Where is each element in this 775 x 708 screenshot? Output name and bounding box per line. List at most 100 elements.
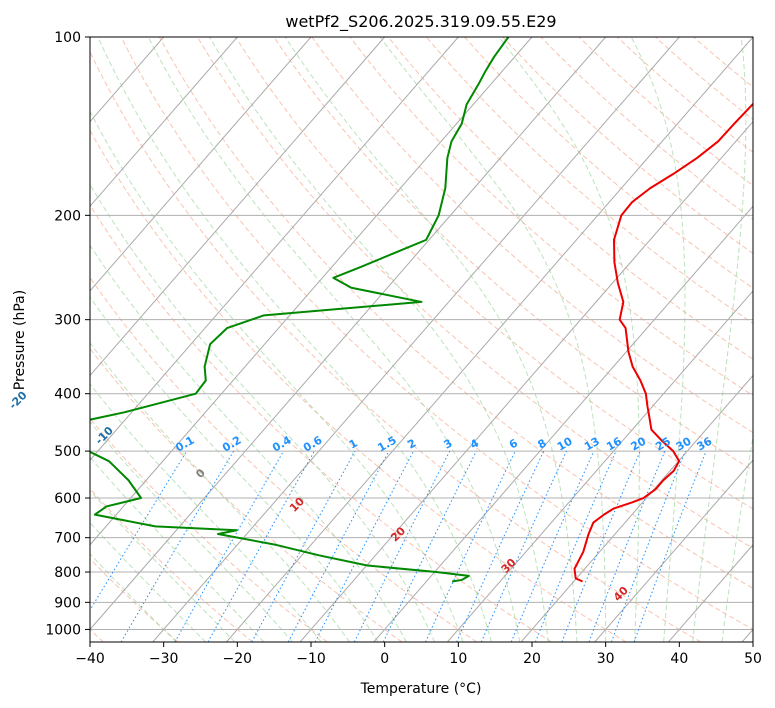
isotherm-line xyxy=(447,290,753,642)
x-tick-label: 30 xyxy=(597,651,615,667)
mixing-ratio-line xyxy=(382,450,477,642)
y-axis-title: Pressure (hPa) xyxy=(12,290,28,390)
mixing-ratio-line xyxy=(90,450,188,612)
line-labels: 0.10.20.40.611.52346810131620253036-100-… xyxy=(6,388,714,604)
mixing-ratio-line xyxy=(633,450,707,642)
dry-adiabat-label: -10 xyxy=(93,424,116,447)
isotherm-line xyxy=(90,37,607,631)
y-tick-label: 100 xyxy=(54,30,81,46)
y-tick-label: 900 xyxy=(54,595,81,611)
mixing-ratio-line xyxy=(534,450,617,642)
isotherm-line xyxy=(594,459,753,642)
temperature-profile-line xyxy=(573,102,753,583)
dry-adiabat-line xyxy=(90,50,702,642)
dry-adiabat-line xyxy=(90,129,627,642)
isotherm-line xyxy=(299,120,753,642)
moist-adiabat-line xyxy=(209,37,549,642)
moist-adiabat-line xyxy=(90,421,293,642)
mixing-ratio-line xyxy=(588,450,666,642)
mixing-ratio-line xyxy=(207,450,315,642)
y-tick-label: 300 xyxy=(54,313,81,329)
dry-adiabat-line xyxy=(158,37,753,589)
isotherm-line xyxy=(226,37,753,642)
dry-adiabat-line xyxy=(90,276,477,642)
dry-adiabat-label: 10 xyxy=(287,494,307,514)
x-tick-label: 40 xyxy=(670,651,688,667)
moist-adiabat-line xyxy=(147,37,521,642)
mixing-ratio-lines xyxy=(90,450,707,642)
dewpoint-profile-line xyxy=(90,37,510,583)
y-tick-label: 1000 xyxy=(45,622,81,638)
y-tick-label: 700 xyxy=(54,531,81,547)
isotherm-line xyxy=(373,205,753,642)
chart-title: wetPf2_S206.2025.319.09.55.E29 xyxy=(285,12,556,32)
moist-adiabat-line xyxy=(90,489,236,642)
mixing-ratio-line xyxy=(510,450,595,642)
moist-adiabat-line xyxy=(90,383,322,642)
dry-adiabat-line xyxy=(349,37,753,397)
dry-adiabat-label: -20 xyxy=(6,388,29,411)
x-tick-label: 50 xyxy=(744,651,762,667)
isotherm-line xyxy=(90,37,238,208)
isotherm-line xyxy=(668,544,753,642)
mixing-ratio-label: 3 xyxy=(441,437,454,452)
moist-adiabat-line xyxy=(90,342,351,642)
moist-adiabat-line xyxy=(630,37,686,642)
plot-frame xyxy=(89,36,754,643)
dry-adiabat-line xyxy=(311,37,753,434)
moist-adiabats xyxy=(90,37,753,642)
moist-adiabat-line xyxy=(379,37,607,642)
x-axis-title: Temperature (°C) xyxy=(360,681,482,697)
moist-adiabat-line xyxy=(284,37,578,642)
dry-adiabat-line xyxy=(235,37,753,510)
dry-adiabat-line xyxy=(578,37,753,187)
dry-adiabat-line xyxy=(90,487,253,642)
moist-adiabat-line xyxy=(721,433,753,642)
dry-adiabat-line xyxy=(120,37,753,631)
isotherm-line xyxy=(520,374,753,642)
x-tick-label: −20 xyxy=(223,651,253,667)
mixing-ratio-line xyxy=(251,450,356,642)
dry-adiabat-line xyxy=(197,37,753,549)
mixing-ratio-line xyxy=(480,450,567,642)
dry-adiabat-line xyxy=(90,204,552,642)
x-axis: −40 −30 −20 −10 0 10 20 30 40 50 xyxy=(75,642,762,667)
moist-adiabat-line xyxy=(90,553,177,642)
moist-adiabat-line xyxy=(90,110,464,642)
x-tick-label: −10 xyxy=(296,651,326,667)
dry-adiabat-line xyxy=(616,37,753,153)
dry-adiabat-label: 40 xyxy=(611,584,631,604)
moist-adiabat-line xyxy=(692,37,747,642)
mixing-ratio-line xyxy=(353,450,451,642)
moist-adiabat-line xyxy=(90,521,206,642)
x-tick-label: −40 xyxy=(75,651,105,667)
profile-series xyxy=(90,37,753,583)
mixing-ratio-line xyxy=(425,450,516,642)
isotherm-line xyxy=(90,37,459,461)
moist-adiabat-line xyxy=(90,456,265,642)
mixing-ratio-label: 2 xyxy=(405,437,418,452)
dry-adiabat-line xyxy=(426,37,753,324)
y-tick-label: 600 xyxy=(54,491,81,507)
y-tick-label: 800 xyxy=(54,565,81,581)
mixing-ratio-line xyxy=(561,450,641,642)
isotherm-line xyxy=(152,37,680,642)
mixing-ratio-label: 6 xyxy=(507,436,520,451)
dry-adiabat-label: 20 xyxy=(388,524,408,544)
y-tick-label: 200 xyxy=(54,208,81,224)
moist-adiabat-line xyxy=(498,37,640,642)
moist-adiabat-line xyxy=(90,296,379,642)
plot-area xyxy=(90,37,753,642)
isotherms xyxy=(90,37,753,642)
y-tick-label: 400 xyxy=(54,387,81,403)
moist-adiabat-line xyxy=(90,183,436,642)
dry-adiabats xyxy=(90,37,753,642)
y-tick-label: 500 xyxy=(54,444,81,460)
dry-adiabat-line xyxy=(387,37,753,360)
dry-adiabat-line xyxy=(90,347,403,642)
x-tick-label: 20 xyxy=(523,651,541,667)
isotherm-line xyxy=(90,37,386,377)
moist-adiabat-line xyxy=(90,244,407,642)
x-tick-label: 10 xyxy=(449,651,467,667)
x-tick-label: 0 xyxy=(380,651,389,667)
